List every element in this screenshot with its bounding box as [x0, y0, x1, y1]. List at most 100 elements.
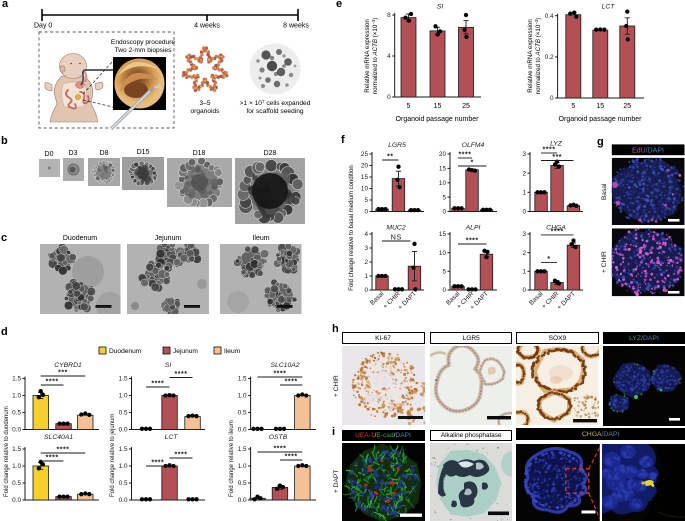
svg-text:5: 5	[364, 197, 368, 204]
svg-text:15: 15	[434, 103, 442, 110]
svg-text:Fold change relative to duoden: Fold change relative to duodenum	[4, 406, 10, 497]
svg-text:1.0: 1.0	[238, 463, 247, 470]
svg-text:CHGA: CHGA	[546, 225, 566, 232]
svg-text:3–5: 3–5	[199, 100, 210, 107]
svg-text:3: 3	[522, 151, 526, 158]
svg-text:4: 4	[364, 231, 368, 238]
svg-text:for scaffold seeding: for scaffold seeding	[246, 108, 303, 115]
svg-text:*: *	[547, 256, 550, 263]
svg-text:Fold change relative to jejunu: Fold change relative to jejunum	[110, 414, 116, 497]
svg-text:1: 1	[522, 269, 526, 276]
svg-text:25: 25	[361, 151, 369, 158]
svg-text:NS: NS	[390, 233, 401, 242]
svg-text:10: 10	[439, 250, 447, 257]
svg-text:Ileum: Ileum	[224, 348, 241, 355]
svg-text:5: 5	[571, 103, 575, 110]
svg-text:Organoid passage number: Organoid passage number	[396, 116, 480, 123]
svg-text:15: 15	[439, 166, 447, 173]
svg-text:CYBRD1: CYBRD1	[54, 362, 82, 369]
svg-text:0: 0	[550, 95, 554, 102]
svg-text:****: ****	[46, 379, 59, 386]
svg-text:0.5: 0.5	[12, 410, 21, 417]
svg-text:15: 15	[361, 174, 369, 181]
svg-text:1.0: 1.0	[12, 463, 21, 470]
svg-text:LCT: LCT	[602, 4, 616, 11]
svg-text:1.0: 1.0	[238, 393, 247, 400]
svg-text:+ DAPT: + DAPT	[556, 290, 577, 311]
svg-text:***: ***	[58, 370, 68, 377]
svg-text:15: 15	[439, 231, 447, 238]
svg-text:>1 × 107 cells expanded: >1 × 107 cells expanded	[240, 99, 311, 108]
svg-text:15: 15	[596, 103, 604, 110]
svg-text:0: 0	[522, 209, 526, 216]
svg-text:3: 3	[522, 231, 526, 238]
svg-text:****: ****	[57, 447, 70, 454]
svg-text:D8: D8	[100, 150, 109, 157]
svg-text:0.5: 0.5	[12, 480, 21, 487]
svg-text:0.5: 0.5	[119, 410, 128, 417]
svg-text:0: 0	[442, 287, 446, 294]
svg-text:0.0: 0.0	[119, 427, 128, 434]
svg-text:LYZ: LYZ	[550, 141, 563, 148]
svg-text:D3: D3	[69, 150, 78, 157]
svg-text:Two 2-mm biopsies: Two 2-mm biopsies	[115, 47, 172, 54]
svg-text:****: ****	[46, 455, 59, 462]
svg-text:+ DAPT: + DAPT	[397, 290, 418, 311]
svg-text:Jejunum: Jejunum	[155, 235, 182, 242]
svg-text:organoids: organoids	[191, 108, 221, 115]
svg-text:0.0: 0.0	[119, 497, 128, 504]
svg-text:0: 0	[522, 287, 526, 294]
svg-text:10: 10	[439, 180, 447, 187]
svg-text:0: 0	[442, 209, 446, 216]
svg-text:0: 0	[364, 287, 368, 294]
svg-text:D28: D28	[264, 150, 277, 157]
svg-text:normalized to ACTB (×10−3): normalized to ACTB (×10−3)	[534, 18, 543, 95]
svg-text:2: 2	[522, 250, 526, 257]
svg-text:4 weeks: 4 weeks	[194, 23, 220, 30]
svg-text:D0: D0	[45, 151, 54, 158]
svg-text:****: ****	[175, 452, 188, 459]
svg-text:D15: D15	[137, 149, 150, 156]
svg-text:Endoscopy procedure: Endoscopy procedure	[111, 39, 175, 46]
svg-text:OSTB: OSTB	[269, 434, 288, 441]
svg-text:MUC2: MUC2	[386, 225, 405, 232]
svg-text:Jejunum: Jejunum	[173, 348, 198, 355]
svg-text:0.5: 0.5	[238, 410, 247, 417]
svg-text:****: ****	[543, 147, 556, 154]
svg-text:****: ****	[285, 379, 298, 386]
svg-text:Fold change relative to ileum: Fold change relative to ileum	[229, 420, 235, 497]
svg-text:EdU/DAPI: EdU/DAPI	[632, 148, 664, 155]
svg-text:1.0: 1.0	[119, 393, 128, 400]
svg-text:****: ****	[459, 152, 472, 159]
svg-text:0.0: 0.0	[238, 427, 247, 434]
svg-text:0.2: 0.2	[545, 54, 554, 61]
svg-text:1.0: 1.0	[119, 463, 128, 470]
svg-text:1: 1	[522, 190, 526, 197]
svg-text:****: ****	[466, 238, 479, 245]
svg-text:1.5: 1.5	[119, 376, 128, 383]
svg-text:1.0: 1.0	[12, 393, 21, 400]
svg-text:Ileum: Ileum	[252, 235, 269, 242]
svg-text:0.5: 0.5	[119, 480, 128, 487]
svg-text:5: 5	[442, 194, 446, 201]
svg-text:normalized to ACTB (×10−3): normalized to ACTB (×10−3)	[371, 18, 380, 95]
svg-text:0.5: 0.5	[238, 480, 247, 487]
svg-text:25: 25	[623, 103, 631, 110]
svg-text:****: ****	[151, 460, 164, 467]
svg-text:****: ****	[551, 228, 564, 235]
svg-text:*: *	[471, 160, 474, 167]
svg-text:8: 8	[387, 12, 391, 19]
svg-text:1.5: 1.5	[12, 376, 21, 383]
svg-text:0.0: 0.0	[238, 497, 247, 504]
svg-text:Relative mRNA expression: Relative mRNA expression	[364, 19, 371, 93]
svg-text:1.5: 1.5	[238, 446, 247, 453]
svg-text:1: 1	[364, 273, 368, 280]
svg-text:****: ****	[175, 371, 188, 378]
svg-text:0: 0	[364, 209, 368, 216]
svg-text:0.0: 0.0	[12, 427, 21, 434]
svg-text:5: 5	[407, 103, 411, 110]
svg-text:SLC10A2: SLC10A2	[270, 362, 299, 369]
svg-text:1.5: 1.5	[119, 446, 128, 453]
svg-text:25: 25	[462, 103, 470, 110]
svg-text:SI: SI	[165, 362, 172, 369]
